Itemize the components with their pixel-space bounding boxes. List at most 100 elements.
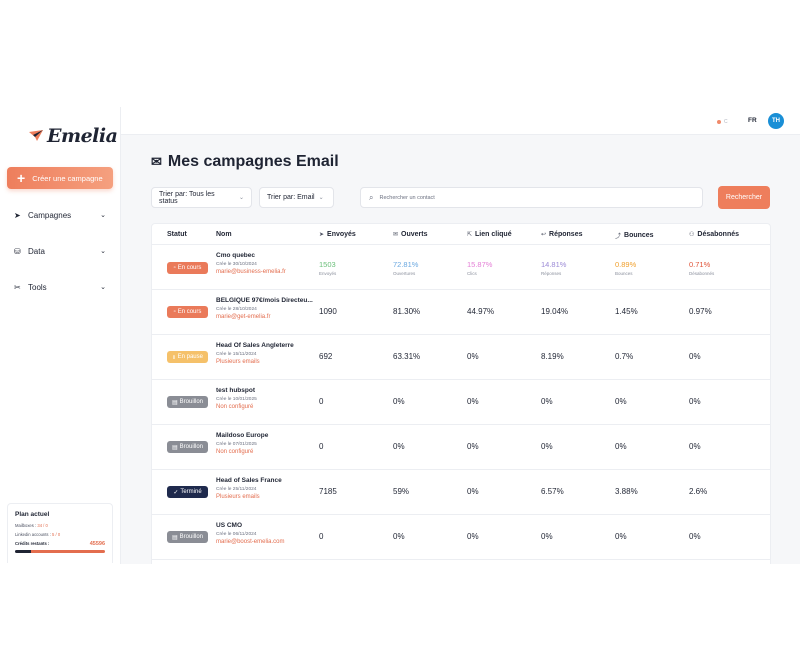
- unsub-cell: 0%: [689, 352, 701, 361]
- status-badge-label: Brouillon: [179, 444, 204, 450]
- campaign-sender: Non configuré: [216, 404, 254, 410]
- header-name[interactable]: Nom: [216, 231, 232, 238]
- bounces-cell: 0%: [615, 397, 627, 406]
- app-frame: Emelia + Créer une campagne ➤ Campagnes …: [0, 107, 800, 564]
- sent-cell: 0: [319, 442, 324, 451]
- header-unsub[interactable]: ⚇ Désabonnés: [689, 231, 739, 238]
- table-row[interactable]: ✓ Terminé Head of Sales France Crée le 25…: [152, 470, 770, 515]
- campaign-name[interactable]: test hubspot: [216, 387, 255, 394]
- campaign-name-cell: Cmo quebec Crée le 30/10/2024 marie@busi…: [216, 252, 316, 275]
- opened-cell: 0%: [393, 442, 405, 451]
- search-button[interactable]: Rechercher: [718, 186, 770, 209]
- unsub-cell: 2.6%: [689, 487, 708, 496]
- sidebar-item-data[interactable]: ⛁ Data ⌄: [14, 244, 106, 258]
- replies-cell: 0%: [541, 442, 553, 451]
- campaign-sender: marie@get-emelia.fr: [216, 314, 271, 320]
- clicked-cell: 0%: [467, 352, 479, 361]
- campaign-name[interactable]: Head of Sales France: [216, 477, 282, 484]
- unsub-cell: 0.71% Désabonnés: [689, 260, 714, 276]
- replies-cell: 0%: [541, 532, 553, 541]
- campaign-name[interactable]: US CMO: [216, 522, 242, 529]
- table-row[interactable]: ॥ En pause Head Of Sales Angleterre Crée …: [152, 335, 770, 380]
- table-row[interactable]: ▤ Brouillon test hubspot Crée le 10/01/20…: [152, 380, 770, 425]
- bounces-cell: 1.45%: [615, 307, 638, 316]
- draft-icon: ▤: [171, 399, 178, 406]
- replies-cell: 0%: [541, 397, 553, 406]
- send-icon: ➤: [319, 232, 325, 238]
- sidebar-item-tools[interactable]: ✂ Tools ⌄: [14, 280, 106, 294]
- header-opened[interactable]: ✉ Ouverts: [393, 231, 428, 238]
- replies-cell: 6.57%: [541, 487, 564, 496]
- table-row[interactable]: ▫ En cours Cmo quebec Crée le 30/10/2024 …: [152, 245, 770, 290]
- status-badge-label: En pause: [177, 354, 203, 360]
- check-icon: ✓: [173, 489, 179, 496]
- campaign-sender: marie@business-emelia.fr: [216, 269, 286, 275]
- header-opened-label: Ouverts: [401, 231, 428, 238]
- plan-linkedin-value: 5 / 0: [52, 532, 61, 537]
- replies-cell: 19.04%: [541, 307, 569, 316]
- draft-icon: ▤: [171, 534, 178, 541]
- campaign-name[interactable]: Cmo quebec: [216, 252, 256, 259]
- database-icon: ⛁: [14, 246, 21, 256]
- clicked-value: 15.87%: [467, 260, 493, 269]
- search-box: ⌕: [360, 187, 703, 208]
- campaign-name[interactable]: Maildoso Europe: [216, 432, 269, 439]
- sent-sub: Envoyés: [319, 271, 337, 276]
- reply-icon: ↩: [541, 232, 547, 238]
- campaign-created: Crée le 15/11/2024: [216, 352, 257, 357]
- header-replies-label: Réponses: [549, 231, 583, 238]
- search-icon: ⌕: [369, 192, 374, 202]
- campaign-created: Crée le 10/01/2025: [216, 397, 257, 402]
- clicked-cell: 0%: [467, 487, 479, 496]
- header-bounces[interactable]: ⤴ Bounces: [615, 231, 654, 240]
- opened-cell: 0%: [393, 397, 405, 406]
- theme-toggle[interactable]: C: [717, 118, 735, 126]
- campaigns-table: Statut Nom ➤ Envoyés ✉ Ouverts ⇱ Lien cliqu…: [151, 223, 771, 564]
- table-row[interactable]: ▤ Brouillon Maildoso Europe Crée le 07/01…: [152, 425, 770, 470]
- clicked-cell: 0%: [467, 442, 479, 451]
- header-status[interactable]: Statut: [167, 231, 187, 238]
- status-filter-dropdown[interactable]: Trier par: Tous les status ⌄: [151, 187, 252, 208]
- status-filter-value: Trier par: Tous les status: [159, 190, 215, 205]
- table-row[interactable]: ▫ En cours BELGIQUE 97€/mois Directeu... …: [152, 290, 770, 335]
- unsub-cell: 0%: [689, 397, 701, 406]
- avatar[interactable]: TH: [768, 113, 784, 129]
- type-filter-dropdown[interactable]: Trier par: Email ⌄: [259, 187, 334, 208]
- bounces-cell: 0%: [615, 532, 627, 541]
- campaign-name-cell: test hubspot Crée le 10/01/2025 Non conf…: [216, 387, 316, 410]
- campaign-name[interactable]: BELGIQUE 97€/mois Directeu...: [216, 297, 313, 304]
- opened-sub: Ouvertures: [393, 271, 416, 276]
- sidebar-item-label: Tools: [28, 282, 47, 292]
- header-sent-label: Envoyés: [327, 231, 356, 238]
- brand-logo[interactable]: Emelia: [28, 125, 118, 147]
- chevron-down-icon: ⌄: [100, 284, 106, 291]
- bounces-cell: 3.88%: [615, 487, 638, 496]
- create-campaign-button[interactable]: + Créer une campagne: [7, 167, 113, 189]
- sidebar-item-label: Data: [28, 246, 45, 256]
- campaign-name[interactable]: Head Of Sales Angleterre: [216, 342, 294, 349]
- bounce-icon: ⤴: [615, 234, 622, 240]
- table-header: Statut Nom ➤ Envoyés ✉ Ouverts ⇱ Lien cliqu…: [152, 224, 770, 245]
- status-badge: ▫ En cours: [167, 262, 208, 274]
- sidebar-item-campagnes[interactable]: ➤ Campagnes ⌄: [14, 208, 106, 222]
- header-replies[interactable]: ↩ Réponses: [541, 231, 583, 238]
- envelope-open-icon: ✉: [393, 232, 399, 238]
- plan-card[interactable]: Plan actuel Mailboxes : 34 / 0 Linkedin …: [7, 503, 113, 563]
- language-selector[interactable]: FR: [748, 117, 757, 124]
- campaign-sender: Plusieurs emails: [216, 494, 260, 500]
- bounces-cell: 0.89% Bounces: [615, 260, 636, 276]
- table-row[interactable]: ▤ Brouillon US CMO Crée le 06/11/2024 mar…: [152, 515, 770, 560]
- opened-value: 72.81%: [393, 260, 419, 269]
- replies-sub: Réponses: [541, 271, 562, 276]
- type-filter-value: Trier par: Email: [267, 194, 315, 201]
- page-title: ✉ Mes campagnes Email: [151, 153, 339, 171]
- unsub-sub: Désabonnés: [689, 271, 715, 276]
- sidebar: Emelia + Créer une campagne ➤ Campagnes …: [0, 107, 121, 564]
- sidebar-item-label: Campagnes: [28, 210, 72, 220]
- clicked-cell: 44.97%: [467, 307, 495, 316]
- header-clicked[interactable]: ⇱ Lien cliqué: [467, 231, 512, 238]
- search-input[interactable]: [379, 194, 680, 201]
- sent-cell: 7185: [319, 487, 337, 496]
- header-sent[interactable]: ➤ Envoyés: [319, 231, 356, 238]
- campaign-created: Crée le 30/10/2024: [216, 262, 257, 267]
